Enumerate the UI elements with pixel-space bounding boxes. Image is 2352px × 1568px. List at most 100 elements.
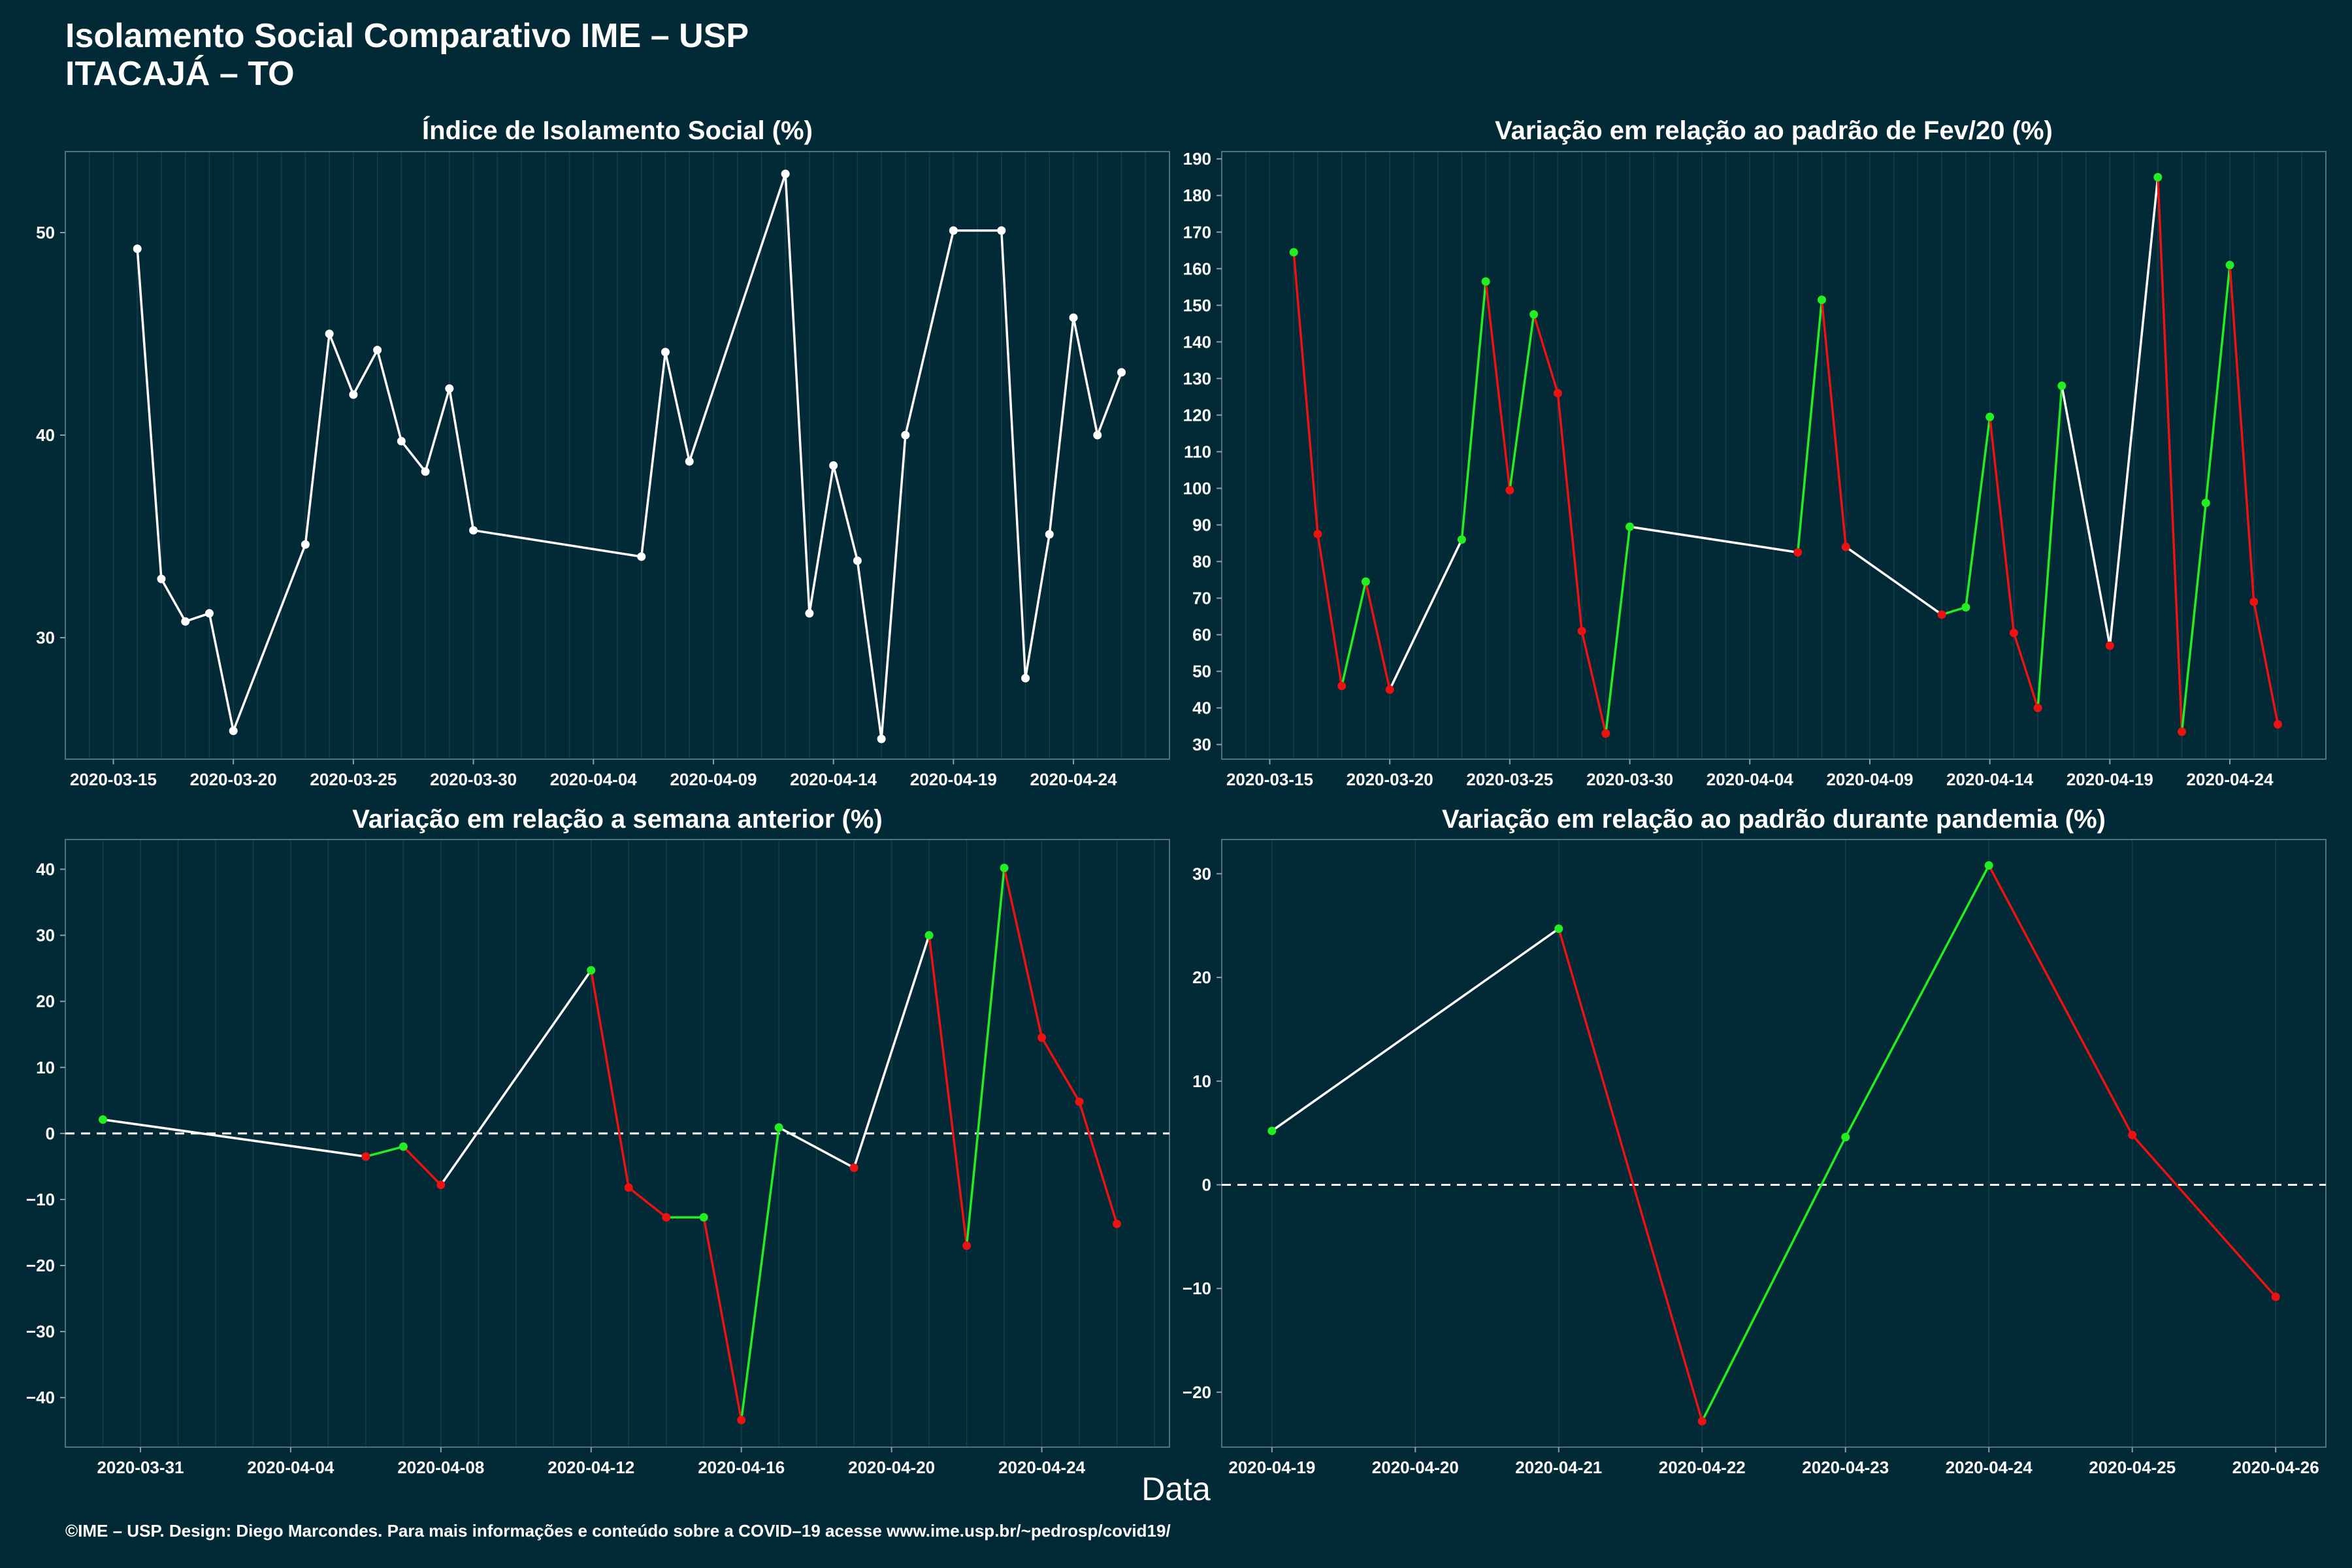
x-tick-label: 2020-04-21	[1515, 1458, 1602, 1477]
data-point	[436, 1181, 446, 1190]
series-segment	[928, 934, 968, 1247]
series-segment	[2131, 1134, 2277, 1298]
x-tick-label: 2020-03-20	[190, 770, 277, 789]
series-segment	[1460, 280, 1487, 541]
data-point	[157, 574, 166, 583]
x-tick-label: 2020-03-31	[97, 1458, 184, 1477]
title-line-2: ITACAJÁ – TO	[65, 55, 295, 93]
plot-frame	[1221, 151, 2327, 760]
series-segment	[965, 866, 1005, 1247]
y-tick-label: 90	[1192, 515, 1211, 534]
data-point	[1337, 681, 1347, 691]
x-tick-label: 2020-04-24	[2187, 770, 2274, 789]
x-tick-label: 2020-04-25	[2089, 1458, 2176, 1477]
series-segment	[402, 1145, 442, 1186]
series-segment	[1965, 416, 1991, 609]
series-segment	[1048, 316, 1075, 536]
x-tick-label: 2020-04-24	[1030, 770, 1118, 789]
series-segment	[440, 969, 593, 1186]
series-segment	[365, 1145, 405, 1158]
x-tick-label: 2020-03-20	[1347, 770, 1433, 789]
x-axis-label: Data	[1141, 1471, 1211, 1507]
series-segment	[1580, 630, 1607, 735]
data-point	[1697, 1416, 1707, 1426]
series-segment	[1024, 533, 1051, 679]
x-tick-label: 2020-04-24	[1946, 1458, 2033, 1477]
y-tick-label: 30	[36, 628, 55, 647]
data-point	[849, 1163, 858, 1172]
data-point	[1117, 368, 1126, 377]
data-point	[1361, 577, 1370, 586]
data-point	[2271, 1292, 2280, 1301]
x-tick-label: 2020-03-15	[1226, 770, 1313, 789]
series-segment	[2061, 384, 2112, 647]
series-segment	[1072, 316, 1099, 436]
series-segment	[352, 349, 379, 396]
data-point	[1267, 1126, 1277, 1135]
series-segment	[304, 333, 331, 546]
series-segment	[2204, 263, 2231, 504]
series-segment	[448, 387, 475, 532]
data-point	[1577, 627, 1586, 636]
series-segment	[784, 172, 811, 615]
y-tick-label: 100	[1183, 478, 1211, 498]
series-segment	[232, 543, 307, 732]
series-segment	[1844, 546, 1943, 616]
x-tick-label: 2020-04-19	[1228, 1458, 1315, 1477]
series-segment	[1271, 927, 1560, 1132]
series-segment	[160, 578, 187, 623]
data-point	[1000, 863, 1009, 872]
y-tick-label: 30	[36, 926, 55, 945]
y-tick-label: 180	[1183, 186, 1211, 205]
y-tick-label: 170	[1183, 222, 1211, 242]
data-point	[877, 734, 886, 743]
x-tick-label: 2020-04-19	[910, 770, 997, 789]
x-tick-label: 2020-03-25	[1466, 770, 1553, 789]
x-tick-label: 2020-04-19	[2066, 770, 2153, 789]
data-point	[1093, 431, 1102, 440]
data-point	[2153, 172, 2163, 182]
x-tick-label: 2020-04-04	[1707, 770, 1794, 789]
series-segment	[328, 333, 355, 396]
data-point	[1841, 1132, 1850, 1141]
data-point	[229, 727, 238, 736]
series-segment	[1484, 280, 1511, 491]
series-segment	[2012, 631, 2039, 710]
data-point	[1529, 310, 1539, 319]
series-segment	[777, 1126, 855, 1169]
x-tick-label: 2020-04-22	[1659, 1458, 1746, 1477]
chart-panel-p4: 2020-04-19 2020-04-20 2020-04-21 2020-04-22…	[1183, 839, 2327, 1477]
data-point	[662, 1213, 671, 1222]
data-point	[1313, 529, 1322, 538]
data-point	[1481, 277, 1490, 286]
series-segment	[1844, 864, 1990, 1139]
series-segment	[640, 351, 667, 558]
series-segment	[1987, 864, 2134, 1137]
data-point	[774, 1123, 783, 1132]
chart-panel-p1: 2020-03-15 2020-03-20 2020-03-25 2020-03-30…	[36, 151, 1170, 789]
series-segment	[664, 351, 691, 463]
y-tick-label: 30	[1192, 864, 1211, 883]
series-segment	[424, 387, 451, 473]
x-tick-label: 2020-03-30	[1586, 770, 1673, 789]
x-tick-label: 2020-04-04	[247, 1458, 335, 1477]
series-segment	[400, 440, 427, 473]
data-point	[98, 1115, 107, 1124]
series-segment	[376, 349, 403, 443]
y-tick-label: 160	[1183, 259, 1211, 278]
data-point	[373, 346, 382, 355]
data-point	[685, 457, 694, 466]
y-tick-label: −30	[26, 1322, 55, 1341]
data-point	[1113, 1219, 1122, 1228]
data-point	[997, 226, 1006, 235]
series-segment	[1532, 313, 1560, 395]
data-point	[637, 552, 646, 561]
data-point	[301, 540, 310, 549]
y-tick-label: −10	[1183, 1279, 1211, 1298]
x-tick-label: 2020-03-30	[430, 770, 517, 789]
data-point	[805, 609, 814, 618]
data-point	[1553, 389, 1562, 398]
data-point	[1601, 729, 1610, 738]
x-tick-label: 2020-04-08	[397, 1458, 484, 1477]
y-tick-label: 50	[1192, 662, 1211, 681]
